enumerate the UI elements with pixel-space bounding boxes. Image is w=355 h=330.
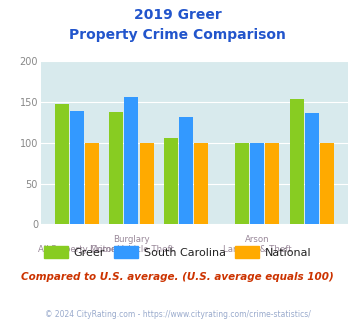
Text: © 2024 CityRating.com - https://www.cityrating.com/crime-statistics/: © 2024 CityRating.com - https://www.city… — [45, 310, 310, 319]
Text: Arson: Arson — [245, 235, 269, 244]
Bar — [55, 104, 69, 224]
Bar — [250, 143, 264, 224]
Bar — [320, 143, 334, 224]
Text: Larceny & Theft: Larceny & Theft — [223, 245, 291, 254]
Bar — [235, 143, 249, 224]
Bar — [164, 138, 178, 224]
Bar — [179, 117, 193, 224]
Text: All Property Crime: All Property Crime — [38, 245, 116, 254]
Text: 2019 Greer: 2019 Greer — [133, 8, 222, 22]
Bar — [290, 99, 304, 224]
Bar — [140, 143, 154, 224]
Bar — [85, 143, 99, 224]
Bar — [70, 111, 84, 224]
Text: Burglary: Burglary — [113, 235, 150, 244]
Bar — [305, 113, 319, 224]
Text: Motor Vehicle Theft: Motor Vehicle Theft — [89, 245, 173, 254]
Text: Property Crime Comparison: Property Crime Comparison — [69, 28, 286, 42]
Text: Compared to U.S. average. (U.S. average equals 100): Compared to U.S. average. (U.S. average … — [21, 272, 334, 282]
Bar — [194, 143, 208, 224]
Legend: Greer, South Carolina, National: Greer, South Carolina, National — [39, 242, 316, 262]
Bar — [109, 112, 123, 224]
Bar — [125, 97, 138, 224]
Bar — [266, 143, 279, 224]
